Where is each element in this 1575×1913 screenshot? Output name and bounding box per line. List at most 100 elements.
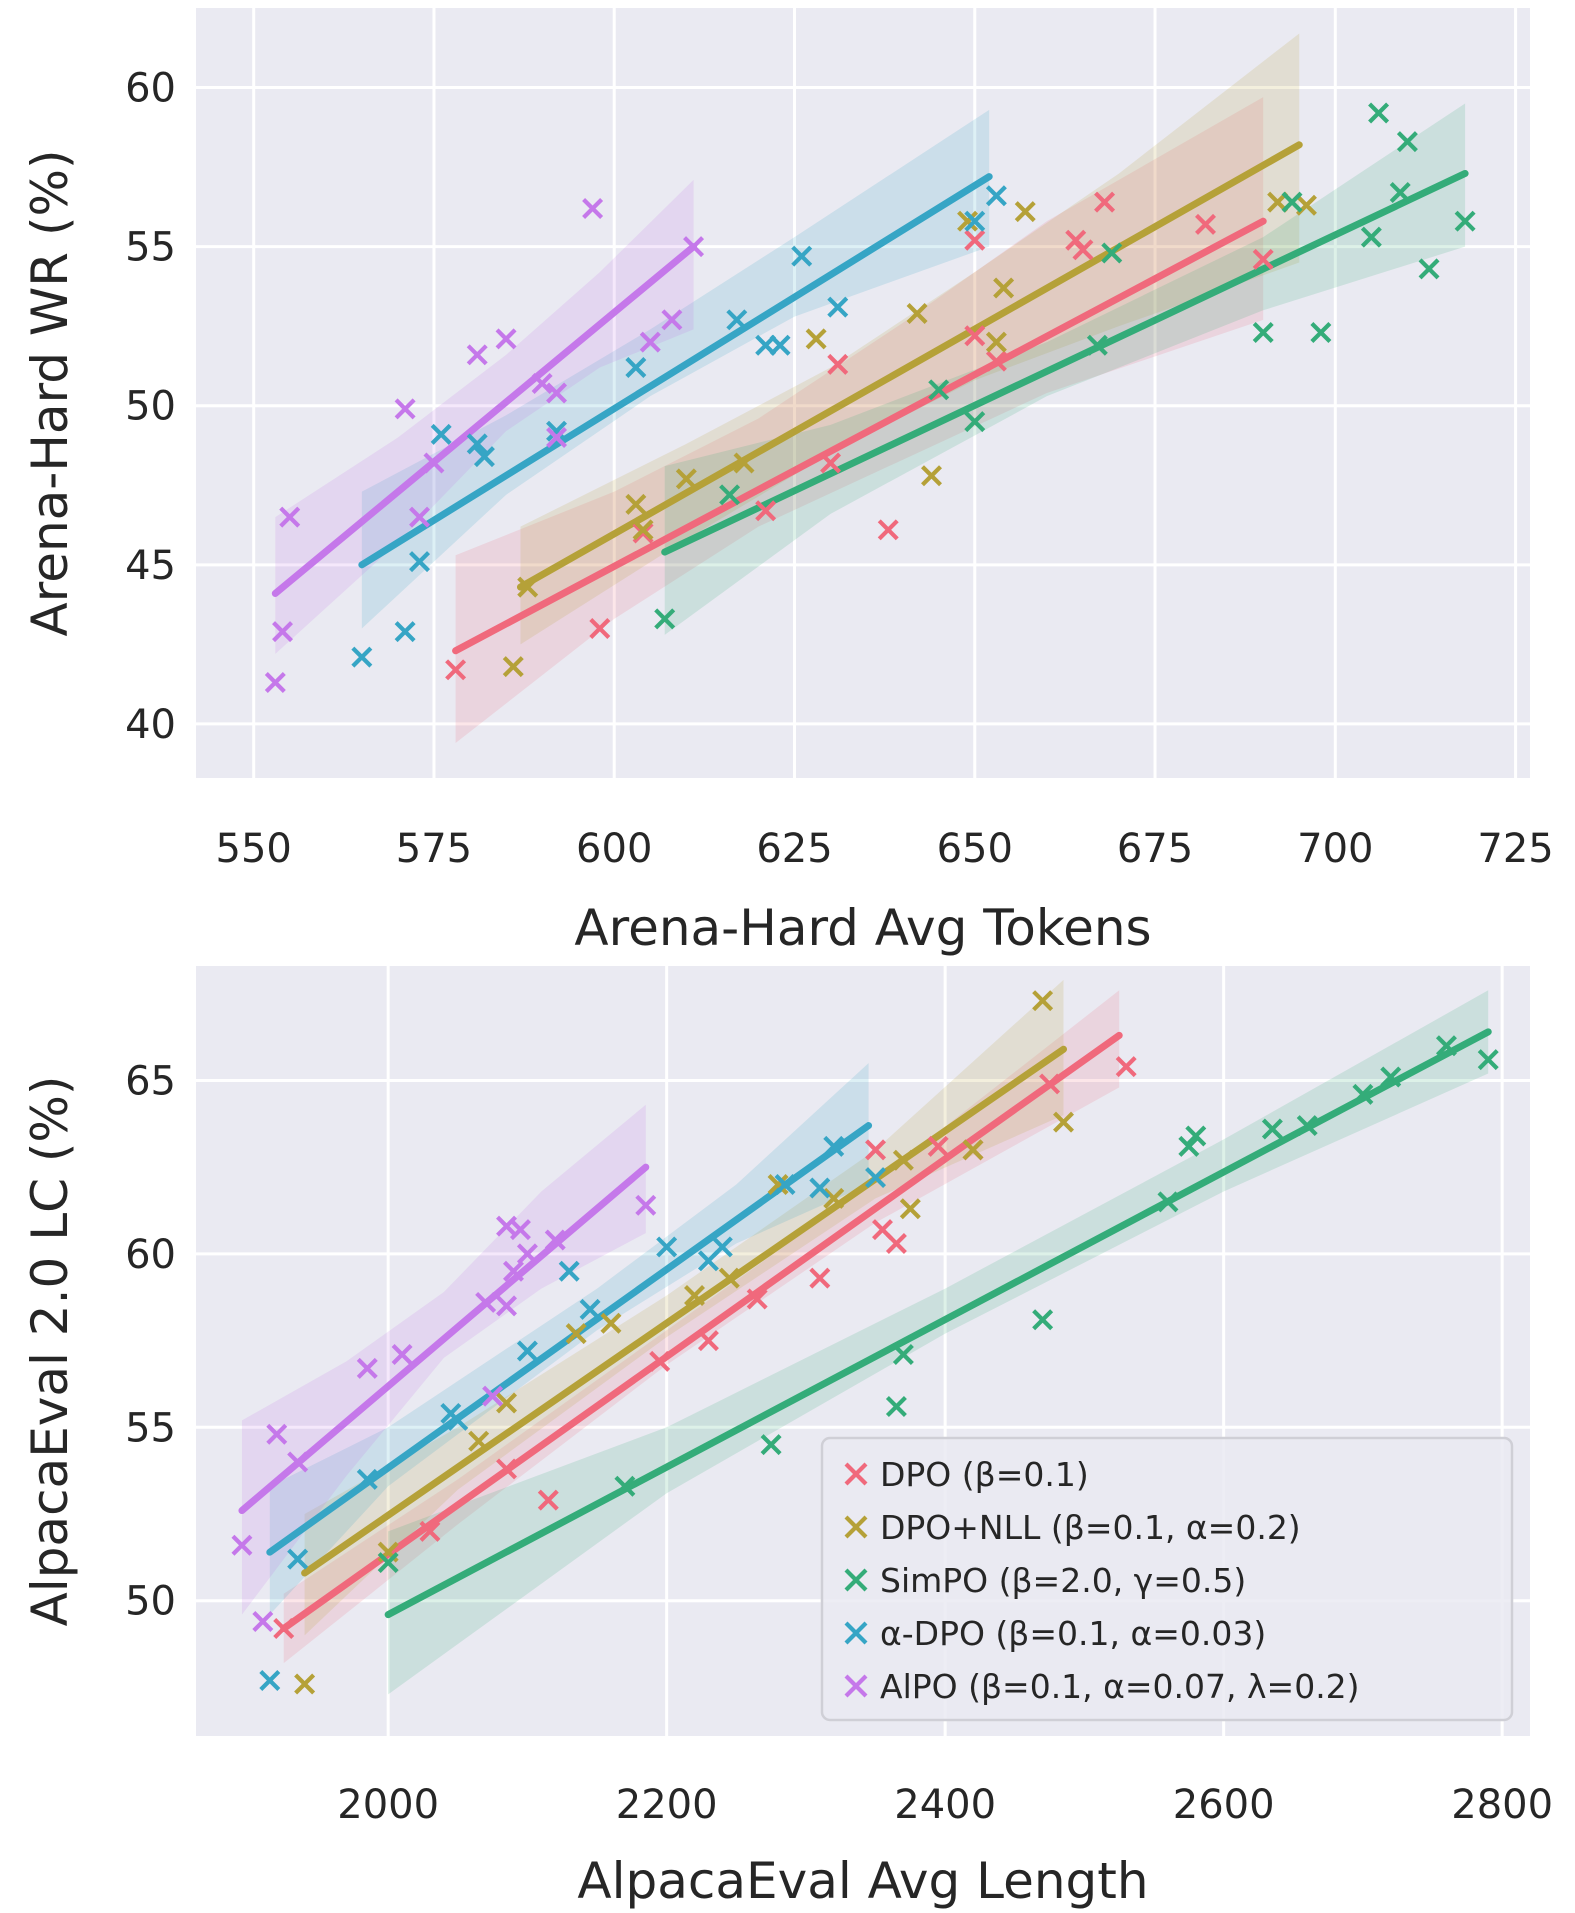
data-point-alpo <box>661 309 683 331</box>
x-tick-label: 550 <box>216 826 292 872</box>
data-point-alpo <box>546 382 568 404</box>
confidence-band-dpo <box>455 97 1264 743</box>
data-point-dpo+nll <box>921 465 942 487</box>
data-point-dpo <box>1039 1073 1061 1095</box>
data-point-dpo <box>1195 213 1216 235</box>
data-point-alpha-dpo <box>287 1548 309 1570</box>
data-point-alpo <box>496 1295 518 1317</box>
x-tick-label: 2000 <box>337 1782 439 1828</box>
data-point-alpha-dpo <box>827 296 849 318</box>
data-point-alpha-dpo <box>769 334 791 356</box>
data-point-alpo <box>475 1291 497 1313</box>
regression-line-simpo <box>661 169 1469 556</box>
data-point-simpo <box>1296 1115 1318 1137</box>
data-point-simpo <box>1360 226 1382 248</box>
confidence-band-simpo <box>388 990 1489 1695</box>
confidence-band-alpo <box>241 1104 646 1615</box>
x-tick-label: 650 <box>937 826 1013 872</box>
data-point-alpo <box>544 1229 566 1251</box>
data-point-simpo <box>1261 1118 1283 1140</box>
data-point-dpo+nll <box>962 1139 984 1161</box>
data-point-dpo <box>820 452 842 474</box>
x-tick-label: 675 <box>1117 826 1193 872</box>
data-point-dpo <box>865 1139 887 1161</box>
legend-label: DPO (β=0.1) <box>880 1455 1089 1494</box>
legend-marker-dpo+nll <box>844 1515 868 1539</box>
data-point-alpo <box>635 1194 657 1216</box>
data-point-dpo+nll <box>502 656 524 678</box>
data-point-dpo <box>827 353 849 375</box>
data-point-alpha-dpo <box>985 185 1007 207</box>
data-point-alpo <box>264 672 286 694</box>
regression-line-dpo+nll <box>301 1045 1068 1577</box>
data-point-alpo <box>531 372 553 394</box>
data-point-dpo+nll <box>906 302 928 324</box>
data-point-alpo <box>546 427 568 449</box>
data-point-dpo <box>985 350 1007 372</box>
data-point-alpha-dpo <box>579 1298 601 1320</box>
data-point-dpo <box>649 1350 671 1372</box>
data-point-alpha-dpo <box>409 551 431 573</box>
regression-line-alpha-dpo <box>358 173 993 569</box>
data-point-alpha-dpo <box>726 309 748 331</box>
y-tick-label: 50 <box>125 1579 176 1625</box>
data-point-alpha-dpo <box>809 1177 831 1199</box>
data-point-alpha-dpo <box>964 210 986 232</box>
data-point-simpo <box>1380 1066 1402 1088</box>
data-point-dpo <box>697 1330 719 1352</box>
data-point-dpo <box>1115 1056 1137 1078</box>
data-point-alpo <box>516 1243 538 1265</box>
data-point-alpo <box>639 331 661 353</box>
x-tick-label: 2800 <box>1451 1782 1553 1828</box>
data-point-simpo <box>885 1396 907 1417</box>
data-point-alpha-dpo <box>516 1340 538 1362</box>
data-point-dpo <box>589 617 611 639</box>
data-point-dpo <box>927 1135 949 1157</box>
data-point-dpo <box>445 659 467 681</box>
data-point-dpo+nll <box>733 452 755 474</box>
data-point-simpo <box>928 379 950 401</box>
data-point-alpo <box>503 1260 524 1282</box>
legend-marker-simpo <box>844 1568 868 1592</box>
data-point-alpha-dpo <box>558 1260 580 1282</box>
data-point-simpo <box>654 608 676 630</box>
data-point-dpo+nll <box>675 468 697 490</box>
data-point-simpo <box>1281 191 1303 213</box>
x-tick-label: 700 <box>1297 826 1373 872</box>
data-point-dpo <box>1072 239 1094 261</box>
data-point-alpha-dpo <box>656 1236 678 1258</box>
data-point-dpo+nll <box>565 1323 587 1345</box>
data-point-dpo <box>755 500 777 522</box>
data-point-alpo <box>509 1219 531 1241</box>
arena-hard-panel: 550 575 600 625 650 675 700 725 40 45 50 55 60 Arena-… <box>21 8 1554 957</box>
data-point-dpo+nll <box>684 1285 705 1306</box>
y-tick-label: 55 <box>125 1405 176 1451</box>
data-point-dpo <box>746 1288 768 1310</box>
x-tick-label: 600 <box>576 826 652 872</box>
data-point-dpo+nll <box>718 1267 740 1289</box>
x-tick-label: 625 <box>756 826 832 872</box>
legend-box <box>820 1436 1514 1722</box>
data-point-simpo <box>964 411 986 433</box>
data-point-alpha-dpo <box>466 433 488 455</box>
data-point-alpha-dpo <box>546 420 568 442</box>
x-tick-label: 2200 <box>616 1782 718 1828</box>
y-tick-label: 65 <box>125 1058 176 1104</box>
data-point-dpo+nll <box>823 1187 845 1209</box>
data-point-dpo+nll <box>600 1312 622 1334</box>
y-tick-label: 55 <box>125 225 176 271</box>
y-tick-label: 60 <box>125 1232 176 1278</box>
data-point-dpo+nll <box>625 493 647 515</box>
data-point-simpo <box>614 1475 636 1497</box>
data-point-simpo <box>760 1434 782 1456</box>
data-point-simpo <box>1310 322 1332 344</box>
plot-content <box>264 33 1476 743</box>
data-point-simpo <box>719 484 741 506</box>
data-point-simpo <box>377 1552 399 1574</box>
x-tick-label: 2400 <box>894 1782 996 1828</box>
data-point-dpo <box>885 1232 907 1254</box>
data-point-simpo <box>892 1343 914 1365</box>
data-point-dpo+nll <box>993 277 1015 299</box>
legend: DPO (β=0.1) DPO+NLL (β=0.1, α=0.2) SimPO (… <box>820 1436 1514 1722</box>
